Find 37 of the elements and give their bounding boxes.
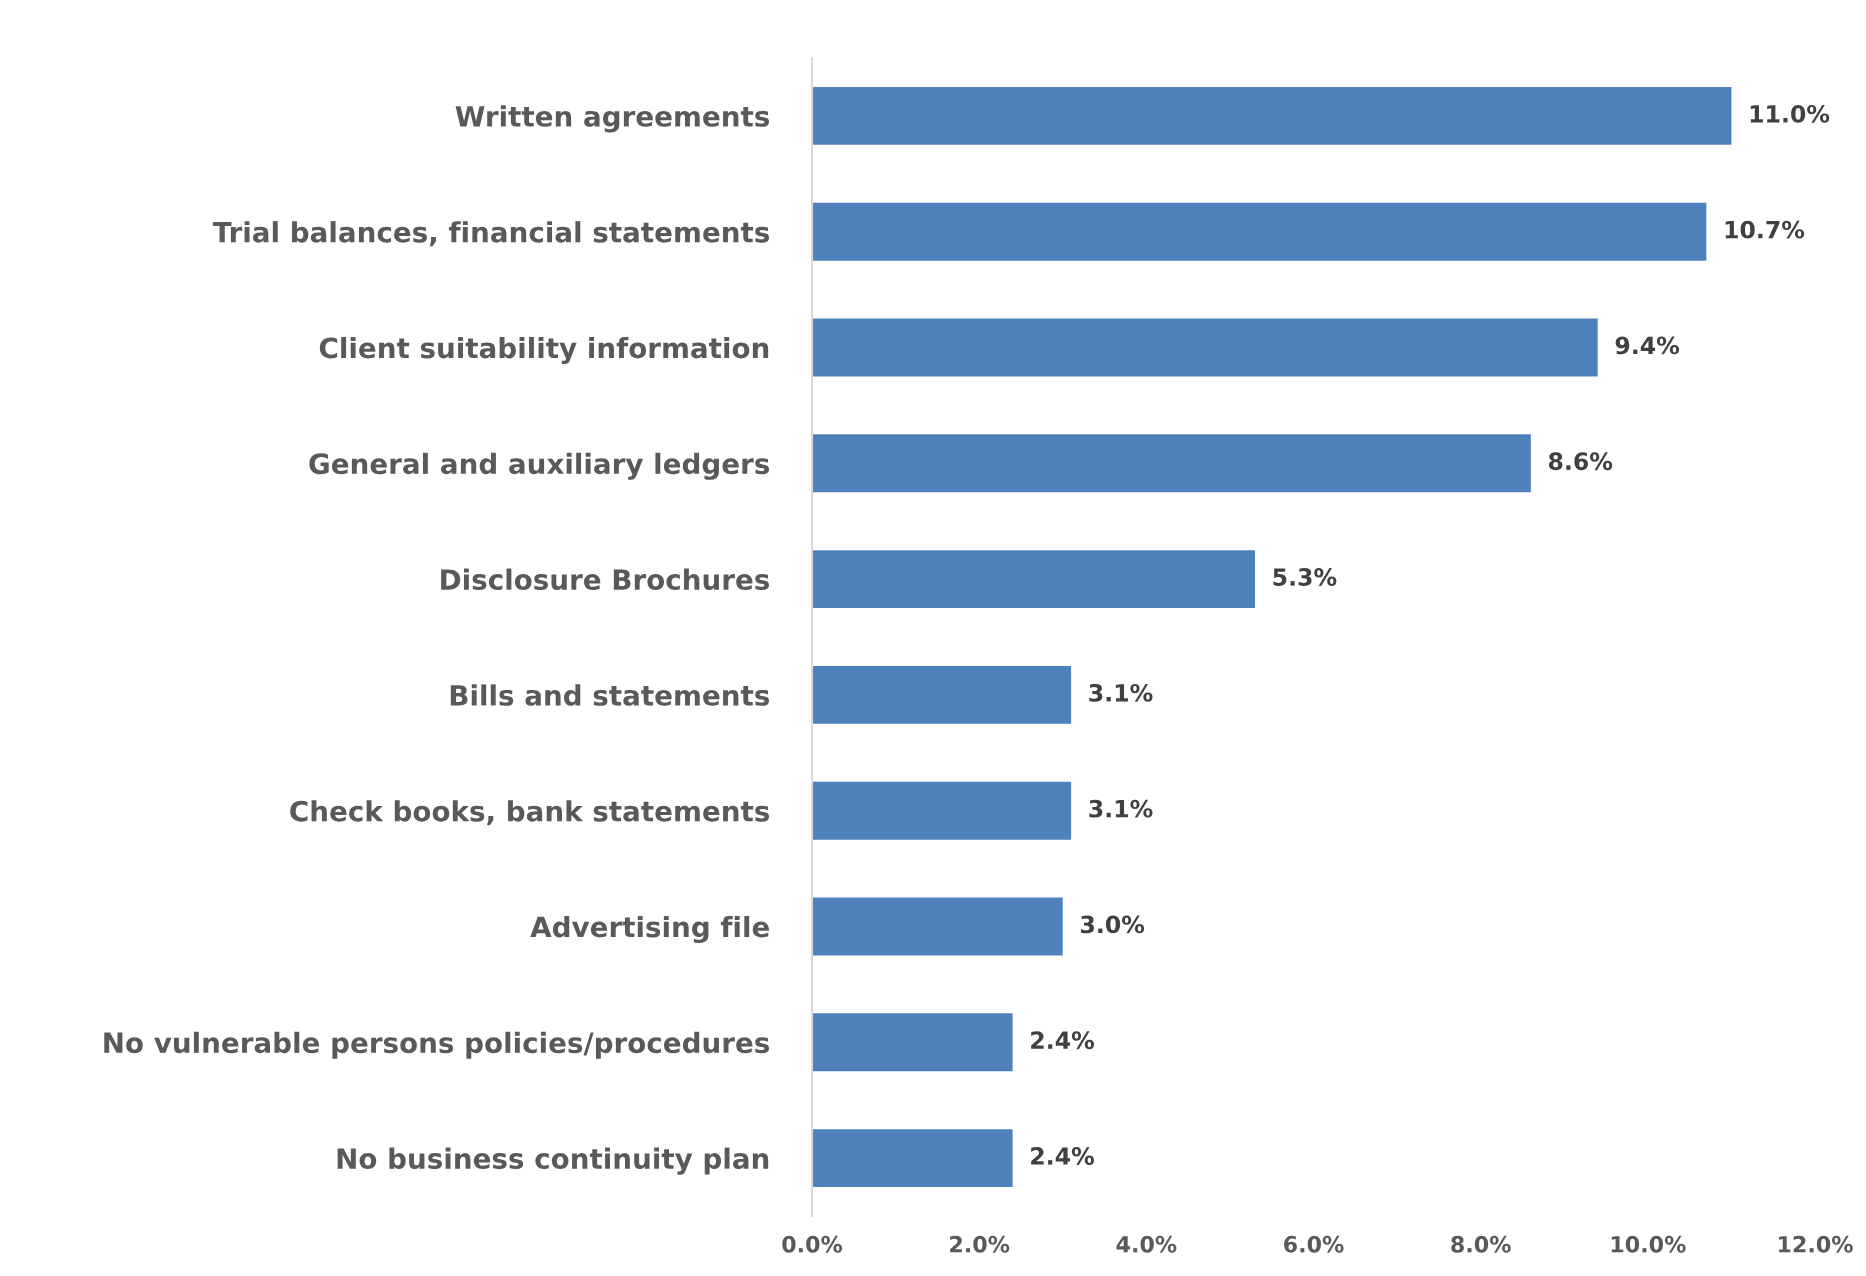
y-tick-label: Trial balances, financial statements (212, 221, 770, 247)
data-label: 3.1% (1089, 799, 1153, 818)
x-tick-label: 12.0% (1778, 1235, 1853, 1253)
data-label: 8.6% (1548, 452, 1613, 471)
bar (812, 1013, 1013, 1072)
y-tick-label: Advertising file (530, 915, 769, 944)
y-tick-label: No vulnerable persons policies/procedures (104, 1031, 770, 1059)
y-tick-label: Disclosure Brochures (441, 568, 770, 591)
x-tick-label: 6.0% (1284, 1235, 1344, 1253)
bar (812, 318, 1598, 377)
bar (812, 86, 1732, 145)
bar (812, 550, 1255, 609)
y-tick-label: Check books, bank statements (290, 800, 770, 826)
x-tick-label: 2.0% (950, 1235, 1010, 1253)
data-label: 9.4% (1615, 336, 1680, 355)
x-tick-label: 8.0% (1451, 1235, 1511, 1253)
bar (812, 781, 1072, 840)
bar (812, 1129, 1013, 1188)
data-label: 10.7% (1725, 220, 1805, 239)
y-tick-label: No business continuity plan (337, 1147, 769, 1175)
x-tick-label: 10.0% (1611, 1235, 1686, 1253)
data-label: 11.0% (1750, 104, 1830, 123)
y-tick-label: Written agreements (455, 105, 770, 133)
data-label: 3.0% (1081, 915, 1145, 934)
data-label: 5.3% (1273, 568, 1337, 586)
data-label: 2.4% (1031, 1147, 1094, 1165)
bar (812, 434, 1531, 493)
y-tick-label: Bills and statements (450, 684, 770, 706)
bar (812, 897, 1063, 956)
x-tick-label: 4.0% (1116, 1235, 1177, 1253)
bar (812, 665, 1072, 724)
data-label: 2.4% (1031, 1031, 1094, 1050)
y-tick-label: General and auxiliary ledgers (309, 452, 770, 480)
x-tick-label: 0.0% (782, 1235, 843, 1253)
bar (812, 202, 1707, 261)
data-label: 3.1% (1089, 683, 1153, 702)
y-tick-label: Client suitability information (319, 336, 769, 365)
